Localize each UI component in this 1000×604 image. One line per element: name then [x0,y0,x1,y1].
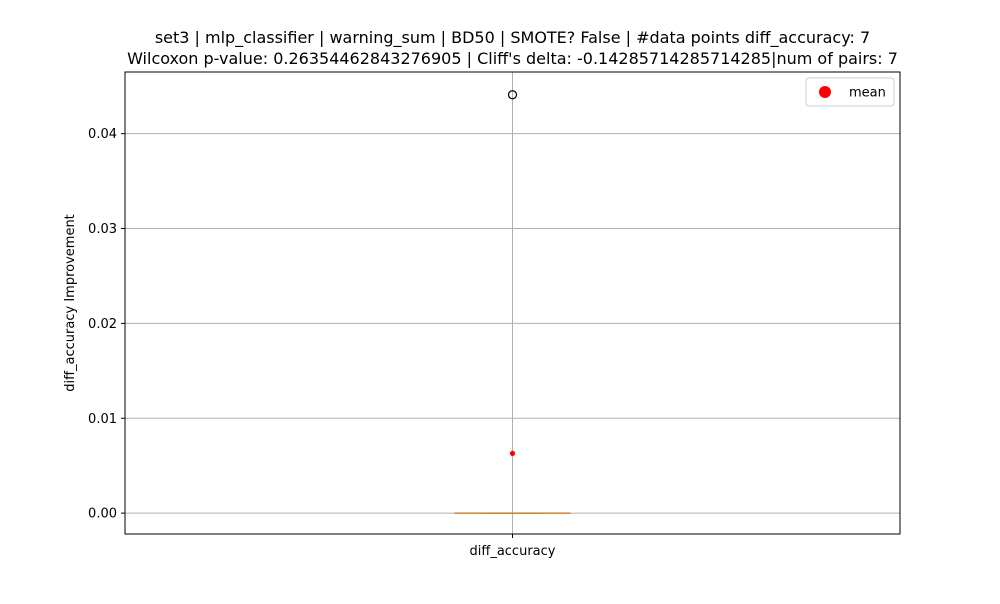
y-tick-label: 0.01 [88,412,117,427]
chart-title-line-2: Wilcoxon p-value: 0.26354462843276905 | … [127,49,898,68]
y-tick-label: 0.00 [88,507,117,522]
legend-marker [819,86,831,98]
y-tick-label: 0.04 [88,127,117,142]
y-tick-label: 0.03 [88,222,117,237]
legend: mean [806,78,894,106]
y-tick-label: 0.02 [88,317,117,332]
x-tick-label: diff_accuracy [470,544,556,559]
y-axis-label: diff_accuracy Improvement [63,214,78,392]
chart-title-line-1: set3 | mlp_classifier | warning_sum | BD… [155,28,870,48]
mean-point [510,451,515,456]
legend-label: mean [849,86,886,101]
